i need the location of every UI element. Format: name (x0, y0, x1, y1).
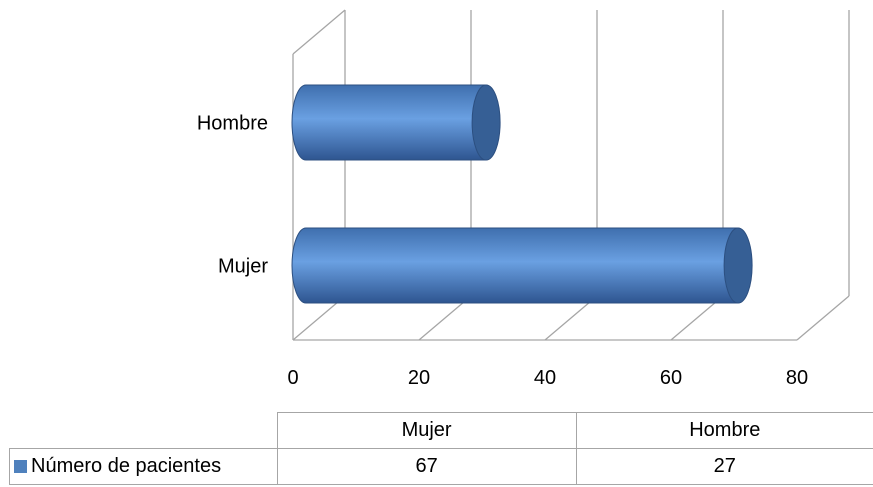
table-header-mujer: Mujer (276, 412, 577, 449)
bar-chart: Mujer Hombre 0 20 40 60 80 (197, 9, 850, 389)
x-tick-label: 80 (786, 367, 808, 389)
table-header-hombre: Hombre (575, 412, 873, 449)
table-corner-cell (9, 412, 278, 449)
series-label: Número de pacientes (31, 455, 222, 477)
chart-bars (291, 84, 753, 304)
series-label-cell: Número de pacientes (9, 448, 278, 485)
legend-swatch (14, 460, 27, 473)
bar-hombre (291, 84, 501, 161)
category-label: Mujer (218, 256, 268, 278)
bar-body (291, 227, 739, 304)
floor-gridline (796, 295, 850, 341)
data-table: Mujer Hombre Número de pacientes 67 27 (9, 412, 873, 485)
x-tick-label: 60 (660, 367, 682, 389)
bar-cap (723, 227, 753, 304)
side-wall-edge (292, 9, 346, 55)
x-tick-label: 40 (534, 367, 556, 389)
bar-cap (471, 84, 501, 161)
table-header-row: Mujer Hombre (9, 412, 873, 449)
table-value-hombre: 27 (575, 448, 873, 485)
x-axis-ticks: 0 20 40 60 80 (287, 367, 808, 389)
category-labels: Mujer Hombre (197, 113, 268, 278)
bar-body (291, 84, 487, 161)
table-value-mujer: 67 (276, 448, 577, 485)
bar-mujer (291, 227, 753, 304)
table-row: Número de pacientes 67 27 (9, 448, 873, 485)
x-tick-label: 20 (408, 367, 430, 389)
x-tick-label: 0 (287, 367, 298, 389)
chart-gridlines (292, 9, 850, 341)
category-label: Hombre (197, 113, 268, 135)
